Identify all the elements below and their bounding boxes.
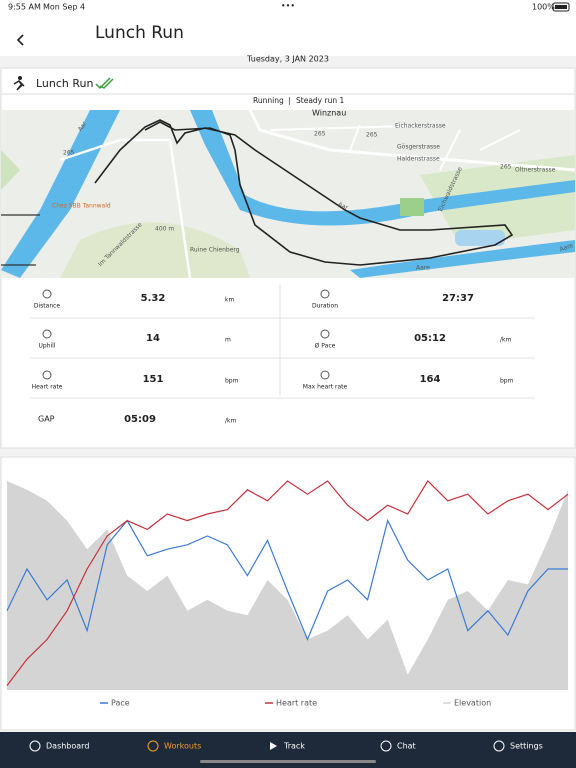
series-line	[6, 480, 569, 686]
tab-label[interactable]: Track	[283, 742, 305, 751]
page-title: Lunch Run	[95, 23, 184, 43]
stat-value: 05:12	[414, 333, 446, 344]
map-label: 265	[500, 164, 512, 171]
stat-unit: /km	[225, 418, 236, 425]
tab-icon	[380, 740, 392, 752]
map-label: Winznau	[312, 109, 346, 118]
stat-icon	[320, 289, 330, 299]
status-battery: 100%	[532, 3, 555, 12]
map-label: Haldenstrasse	[397, 156, 440, 163]
map-label: Gösgerstrasse	[397, 144, 440, 151]
stat-value: 151	[143, 374, 164, 385]
stat-value: 05:09	[124, 414, 156, 425]
map-label: Aar	[337, 201, 350, 212]
chart: Pace Heart rate Elevation	[6, 480, 569, 708]
stat-unit: bpm	[500, 378, 514, 385]
tab-icon	[147, 740, 159, 752]
workout-date: Tuesday, 3 JAN 2023	[246, 55, 329, 64]
check-icon	[95, 77, 114, 90]
stat-unit: km	[225, 297, 234, 304]
stat-icon	[320, 370, 330, 380]
battery-level	[555, 5, 567, 9]
map-label: Oltnerstrasse	[515, 167, 556, 174]
series-line	[6, 518, 568, 641]
home-indicator	[200, 760, 376, 763]
stat-label: GAP	[38, 415, 55, 424]
stat-label: Max heart rate	[303, 384, 348, 391]
map-label: Aar	[77, 120, 89, 133]
tab-label[interactable]: Chat	[397, 742, 416, 751]
tab-icon	[270, 742, 277, 750]
stat-icon	[42, 370, 52, 380]
workout-plan: Steady run 1	[296, 96, 344, 105]
legend-label: Elevation	[454, 699, 491, 708]
top-area	[0, 0, 576, 56]
map-label: 265	[314, 131, 326, 138]
tab-label[interactable]: Dashboard	[46, 742, 89, 751]
status-date: Mon Sep 4	[43, 3, 85, 12]
map-label: Aare	[559, 242, 575, 253]
map-label: Eichackerstrasse	[395, 123, 446, 130]
stat-unit: /km	[500, 337, 511, 344]
stat-label: Uphill	[38, 343, 55, 350]
map-label: Aare	[416, 265, 430, 272]
legend-label: Pace	[111, 699, 130, 708]
stat-label: Heart rate	[32, 384, 63, 391]
stat-value: 14	[146, 333, 160, 344]
map	[1, 109, 576, 279]
run-icon	[13, 76, 25, 91]
stat-value: 5.32	[141, 293, 166, 304]
tab-label[interactable]: Settings	[510, 742, 543, 751]
map-label: 265	[63, 150, 75, 157]
status-time: 9:55 AM	[8, 3, 41, 12]
stat-icon	[320, 329, 330, 339]
stat-label: Ø Pace	[315, 343, 336, 350]
tab-icon	[493, 740, 505, 752]
status-dots: •••	[281, 2, 295, 11]
workout-name: Lunch Run	[36, 77, 94, 90]
map-label: Ruine Chienberg	[190, 247, 240, 254]
back-button[interactable]	[16, 34, 24, 46]
stat-label: Duration	[312, 303, 338, 310]
map-label: 400 m	[155, 226, 174, 233]
legend-label: Heart rate	[276, 699, 317, 708]
stat-value: 164	[420, 374, 441, 385]
stats-grid	[30, 285, 535, 399]
stat-unit: bpm	[225, 378, 239, 385]
battery-icon	[552, 2, 570, 12]
map-label: 265	[366, 132, 378, 139]
stat-unit: m	[225, 337, 231, 344]
stat-label: Distance	[34, 303, 61, 310]
stat-icon	[42, 329, 52, 339]
map-label: Chez SBB Tannwald	[52, 203, 111, 210]
separator: |	[288, 96, 291, 105]
elevation-area	[7, 481, 568, 690]
tab-icon	[29, 740, 41, 752]
tab-label[interactable]: Workouts	[164, 742, 201, 751]
workout-sport: Running	[253, 96, 284, 105]
stat-value: 27:37	[442, 293, 474, 304]
stat-icon	[42, 289, 52, 299]
tabs: Dashboard Workouts Track Chat Settings	[29, 740, 543, 752]
